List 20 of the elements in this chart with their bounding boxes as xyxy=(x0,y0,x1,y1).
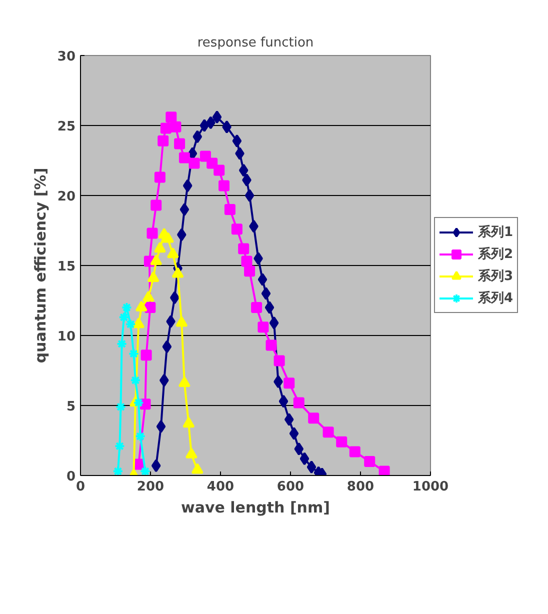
y-tick-label: 20 xyxy=(57,190,76,204)
y-tick-label: 5 xyxy=(66,400,76,414)
y-tick-label: 25 xyxy=(57,120,76,134)
y-tick-label: 15 xyxy=(57,260,76,274)
y-tick-label: 10 xyxy=(57,330,76,344)
x-tick-label: 400 xyxy=(206,480,234,494)
x-tick-label: 800 xyxy=(346,480,374,494)
x-tick-label: 200 xyxy=(136,480,164,494)
y-axis-title: quantum efficiency [%] xyxy=(31,168,50,364)
legend-label: 系列3 xyxy=(478,268,514,285)
legend-label: 系列2 xyxy=(478,246,514,263)
x-tick-label: 0 xyxy=(76,480,86,494)
legend-label: 系列1 xyxy=(478,224,514,241)
x-tick-label: 600 xyxy=(276,480,304,494)
x-axis-title: wave length [nm] xyxy=(181,498,330,516)
y-tick-label: 30 xyxy=(57,50,76,64)
y-tick-label: 0 xyxy=(66,470,76,484)
legend-label: 系列4 xyxy=(478,290,514,307)
chart-title: response function xyxy=(197,36,314,50)
x-tick-label: 1000 xyxy=(412,480,449,494)
